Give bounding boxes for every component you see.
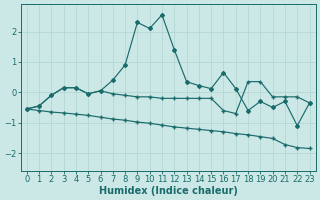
X-axis label: Humidex (Indice chaleur): Humidex (Indice chaleur) (99, 186, 237, 196)
